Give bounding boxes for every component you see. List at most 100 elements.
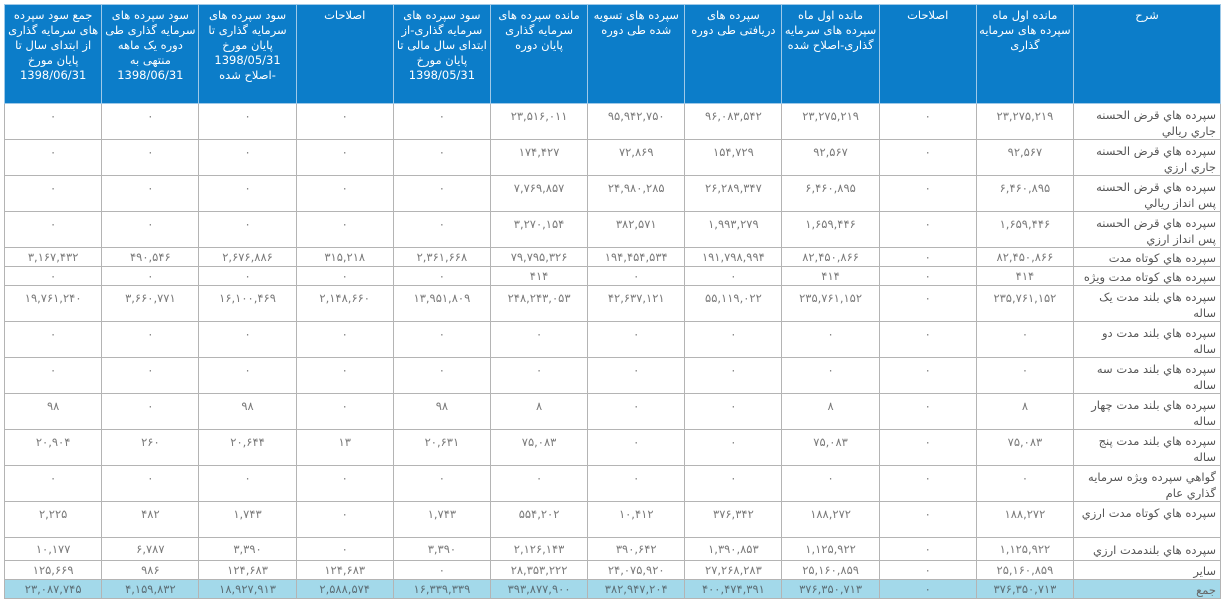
table-cell: ۴۱۴	[489, 266, 589, 286]
cell-value: ۱۲۴,۶۸۳	[324, 563, 366, 577]
cell-value: ۲۳۵,۷۶۱,۱۵۲	[799, 291, 863, 305]
cell-value: ۲,۱۴۸,۶۶۰	[319, 291, 370, 305]
cell-value: ۴۰۰,۴۷۴,۳۹۱	[701, 582, 765, 596]
cell-value: ۲۴,۰۷۵,۹۲۰	[607, 563, 665, 577]
cell-value: ۰	[244, 181, 251, 195]
table-cell: ۰	[392, 211, 491, 248]
cell-value: ۰	[341, 109, 348, 123]
table-cell: ۲۶,۲۸۹,۳۴۷	[684, 175, 783, 212]
table-cell: ۰	[295, 357, 394, 394]
cell-value: ۲۶,۲۸۹,۳۴۷	[705, 181, 762, 195]
table-cell: ۸	[781, 393, 880, 430]
table-row: سپرده هاي بلند مدت دو ساله ۰ ۰ ۰ ۰ ۰ ۰ ۰ ۰ ۰ ۰ ۰	[3, 321, 1221, 358]
table-cell: ۰	[587, 393, 686, 430]
cell-value: ۰	[50, 363, 57, 377]
cell-value: ۲۵,۱۶۰,۸۵۹	[996, 563, 1054, 577]
table-cell: ۳۱۵,۲۱۸	[295, 247, 394, 267]
table-row: سپرده هاي قرض الحسنه جاري ريالي ۲۳,۲۷۵,۲۱…	[3, 103, 1221, 140]
cell-value: ۱۳,۹۵۱,۸۰۹	[413, 291, 471, 305]
row-label: سپرده هاي بلند مدت يک ساله	[1073, 285, 1221, 322]
cell-value: ۲۳,۲۷۵,۲۱۹	[996, 109, 1054, 123]
cell-value: ۲۳,۲۷۵,۲۱۹	[802, 109, 859, 123]
table-cell: ۰	[878, 139, 977, 176]
cell-value: ۷۹,۷۹۵,۳۲۶	[510, 250, 568, 264]
cell-value: ۰	[924, 145, 931, 159]
cell-value: ۰	[341, 507, 348, 521]
table-cell: ۵۵۴,۲۰۲	[489, 501, 589, 538]
table-cell: ۰	[198, 357, 297, 394]
cell-value: ۴۲,۶۳۷,۱۲۱	[607, 291, 665, 305]
cell-value: ۸	[1021, 399, 1028, 413]
table-cell: ۱۶,۳۳۹,۳۳۹	[392, 579, 491, 599]
cell-value: ۰	[341, 399, 348, 413]
cell-value: ۹۲,۵۶۷	[1007, 145, 1043, 159]
table-cell: ۲۳۵,۷۶۱,۱۵۲	[781, 285, 880, 322]
cell-value: ۰	[730, 399, 737, 413]
table-cell: ۲۰,۶۳۱	[392, 429, 491, 466]
table-cell: ۹۸	[392, 393, 491, 430]
column-header: اصلاحات	[878, 4, 977, 104]
table-cell: ۹۸۶	[101, 560, 200, 580]
table-cell: ۱,۶۵۹,۴۴۶	[781, 211, 880, 248]
cell-value: ۰	[924, 507, 931, 521]
cell-value: ۲۳,۵۱۶,۰۱۱	[510, 109, 568, 123]
cell-value: ۳۸۲,۵۷۱	[615, 217, 657, 231]
cell-value: ۰	[244, 217, 251, 231]
cell-value: ۱۸۸,۲۷۲	[810, 507, 851, 521]
cell-value: ۳,۳۹۰	[233, 542, 262, 556]
table-cell: ۲۰,۶۴۴	[198, 429, 297, 466]
cell-value: ۲,۳۶۱,۶۶۸	[416, 250, 468, 264]
table-cell: ۳,۳۹۰	[392, 537, 491, 561]
cell-value: ۱,۱۲۵,۹۲۲	[999, 542, 1051, 556]
table-cell: ۱,۱۲۵,۹۲۲	[975, 537, 1075, 561]
cell-value: ۰	[341, 327, 348, 341]
cell-value: ۰	[244, 363, 251, 377]
table-cell: ۸۲,۴۵۰,۸۶۶	[781, 247, 880, 267]
table-cell: ۰	[392, 465, 491, 502]
cell-value: ۲۸,۳۵۳,۲۲۲	[510, 563, 568, 577]
column-header: مانده اول ماه سپرده های سرمایه گذاری-اصل…	[781, 4, 880, 104]
cell-value: ۲۰,۶۴۴	[230, 435, 265, 449]
table-cell: ۲۳,۲۷۵,۲۱۹	[781, 103, 880, 140]
table-cell: ۰	[3, 175, 103, 212]
cell-value: ۰	[50, 217, 57, 231]
table-cell: ۰	[3, 357, 103, 394]
cell-value: ۰	[147, 471, 154, 485]
cell-value: ۴۱۴	[821, 269, 840, 283]
cell-value: ۲,۱۲۶,۱۴۳	[513, 542, 565, 556]
cell-value: ۱۵۴,۷۲۹	[713, 145, 754, 159]
cell-value: ۱۰,۴۱۲	[618, 507, 654, 521]
column-header: سود سپرده های سرمایه گذاری طی دوره یک ما…	[101, 4, 200, 104]
table-cell: ۰	[101, 139, 200, 176]
cell-value: ۰	[147, 399, 154, 413]
cell-value: ۰	[244, 145, 251, 159]
table-cell: ۱۸۸,۲۷۲	[975, 501, 1075, 538]
table-body: سپرده هاي قرض الحسنه جاري ريالي ۲۳,۲۷۵,۲۱…	[3, 103, 1221, 599]
table-cell: ۷۵,۰۸۳	[489, 429, 589, 466]
table-cell: ۱۰,۱۷۷	[3, 537, 103, 561]
deposits-table-container: شرح مانده اول ماه سپرده های سرمایه گذاری ا…	[3, 4, 1221, 599]
table-cell: ۰	[392, 266, 491, 286]
table-cell: ۰	[975, 465, 1075, 502]
table-cell: ۰	[101, 393, 200, 430]
cell-value: ۴۱۴	[1015, 269, 1035, 283]
cell-value: ۰	[438, 217, 445, 231]
table-row: سپرده هاي قرض الحسنه پس انداز ريالي ۶,۴۶۰…	[3, 175, 1221, 212]
cell-value: ۶,۴۶۰,۸۹۵	[999, 181, 1051, 195]
table-cell: ۰	[198, 266, 297, 286]
cell-value: ۰	[730, 363, 737, 377]
table-cell: ۳۷۶,۳۵۰,۷۱۳	[781, 579, 880, 599]
table-cell: ۰	[684, 429, 783, 466]
table-row: سپرده هاي بلند مدت پنج ساله ۷۵,۰۸۳ ۰ ۷۵,۰۸۳…	[3, 429, 1221, 466]
table-cell: ۰	[878, 175, 977, 212]
cell-value: ۰	[438, 363, 445, 377]
table-cell: ۲۳,۲۷۵,۲۱۹	[975, 103, 1075, 140]
cell-value: ۰	[244, 109, 251, 123]
cell-value: ۰	[1021, 363, 1028, 377]
table-row: سپرده هاي بلندمدت ارزي ۱,۱۲۵,۹۲۲ ۰ ۱,۱۲۵,۹۲…	[3, 537, 1221, 561]
cell-value: ۲,۲۲۵	[38, 507, 68, 521]
table-cell: ۰	[975, 321, 1075, 358]
column-header: مانده سپرده های سرمایه گذاری پایان دوره	[489, 4, 589, 104]
table-cell: ۰	[684, 321, 783, 358]
table-cell: ۲۳۵,۷۶۱,۱۵۲	[975, 285, 1075, 322]
